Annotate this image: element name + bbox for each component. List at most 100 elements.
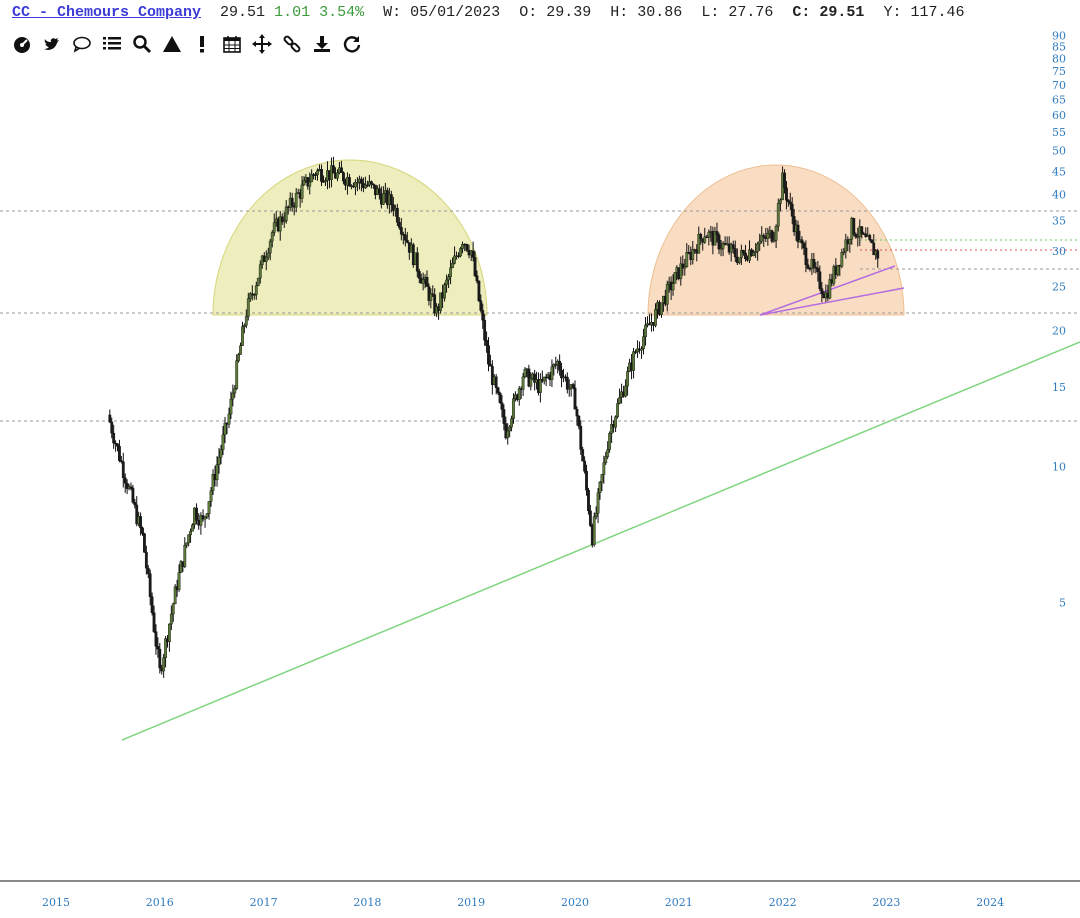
candle-down <box>820 288 824 295</box>
candle-up <box>179 561 183 573</box>
candle-down <box>481 310 485 321</box>
candle-up <box>739 250 743 259</box>
candle-down <box>116 443 119 447</box>
y-tick-label: 70 <box>1052 79 1066 92</box>
triangle-icon[interactable] <box>160 32 184 56</box>
y-tick-label: 40 <box>1052 189 1066 202</box>
candle-up <box>294 192 298 208</box>
candle-down <box>717 234 721 250</box>
candle-up <box>523 368 527 377</box>
o-value: 29.39 <box>546 4 592 21</box>
candle-down <box>796 224 800 243</box>
candle-down <box>744 252 747 260</box>
calendar-icon[interactable] <box>220 32 244 56</box>
candle-down <box>119 460 123 462</box>
y-tick-label: 25 <box>1052 281 1066 294</box>
candle-up <box>832 266 836 284</box>
link-icon[interactable] <box>280 32 304 56</box>
candle-up <box>602 462 606 475</box>
candle-up <box>231 392 235 400</box>
candle-up <box>521 376 525 390</box>
y-label: Y: <box>883 4 902 21</box>
chart-toolbar <box>10 32 364 56</box>
comment-icon[interactable] <box>70 32 94 56</box>
candle-down <box>876 250 880 259</box>
candle-down <box>715 231 719 236</box>
candle-up <box>856 236 860 238</box>
candle-down <box>762 235 766 238</box>
candle-up <box>254 285 258 295</box>
candle-up <box>183 545 187 567</box>
exclamation-icon[interactable] <box>190 32 214 56</box>
last-price: 29.51 <box>220 4 266 21</box>
candle-down <box>314 174 317 176</box>
x-tick-label: 2021 <box>665 896 693 909</box>
candle-up <box>449 267 452 277</box>
candle-up <box>459 248 462 257</box>
candle-down <box>770 230 774 242</box>
candle-down <box>457 255 460 257</box>
candle-up <box>227 413 231 425</box>
candle-up <box>608 433 612 450</box>
candle-down <box>565 376 569 390</box>
search-icon[interactable] <box>130 32 154 56</box>
candle-down <box>150 596 154 613</box>
candle-down <box>123 477 127 484</box>
candle-up <box>381 193 385 205</box>
x-tick-label: 2024 <box>976 896 1004 909</box>
y-tick-label: 30 <box>1052 245 1066 258</box>
candle-down <box>783 172 786 189</box>
candle-up <box>774 226 778 241</box>
list-icon[interactable] <box>100 32 124 56</box>
candle-up <box>596 492 600 514</box>
candle-up <box>626 371 629 387</box>
candle-up <box>223 422 227 436</box>
candle-up <box>264 257 268 262</box>
candle-down <box>465 244 469 251</box>
candle-down <box>425 277 429 287</box>
candle-down <box>806 264 810 269</box>
candle-down <box>818 271 822 289</box>
candle-up <box>364 184 367 189</box>
candle-up <box>164 638 167 658</box>
candle-up <box>278 216 282 232</box>
candle-up <box>550 366 554 380</box>
candle-down <box>583 460 587 472</box>
candle-up <box>703 236 707 243</box>
refresh-icon[interactable] <box>340 32 364 56</box>
ticker-title-link[interactable]: CC - Chemours Company <box>12 4 202 21</box>
dashboard-icon[interactable] <box>10 32 34 56</box>
twitter-icon[interactable] <box>40 32 64 56</box>
candle-down <box>129 486 133 489</box>
candle-up <box>421 279 425 284</box>
download-icon[interactable] <box>310 32 334 56</box>
candle-down <box>558 360 562 371</box>
candle-up <box>685 252 689 267</box>
candle-up <box>272 222 276 233</box>
candle-up <box>256 277 260 286</box>
h-label: H: <box>610 4 629 21</box>
candle-up <box>219 449 223 458</box>
x-tick-label: 2019 <box>457 896 485 909</box>
candle-down <box>860 226 864 234</box>
candle-up <box>239 345 242 355</box>
candle-up <box>211 474 215 491</box>
candle-up <box>451 263 454 269</box>
candle-down <box>371 183 375 186</box>
x-tick-label: 2018 <box>353 896 381 909</box>
candle-up <box>162 657 166 672</box>
candle-down <box>118 446 121 461</box>
candle-up <box>683 266 687 269</box>
candle-down <box>868 235 872 241</box>
l-label: L: <box>701 4 720 21</box>
candle-down <box>431 293 435 296</box>
candle-down <box>872 242 876 256</box>
candle-up <box>443 284 446 299</box>
move-icon[interactable] <box>250 32 274 56</box>
candle-down <box>125 483 129 489</box>
candle-up <box>512 398 515 419</box>
candle-up <box>654 309 657 326</box>
candle-up <box>642 336 645 349</box>
candle-up <box>752 252 755 256</box>
